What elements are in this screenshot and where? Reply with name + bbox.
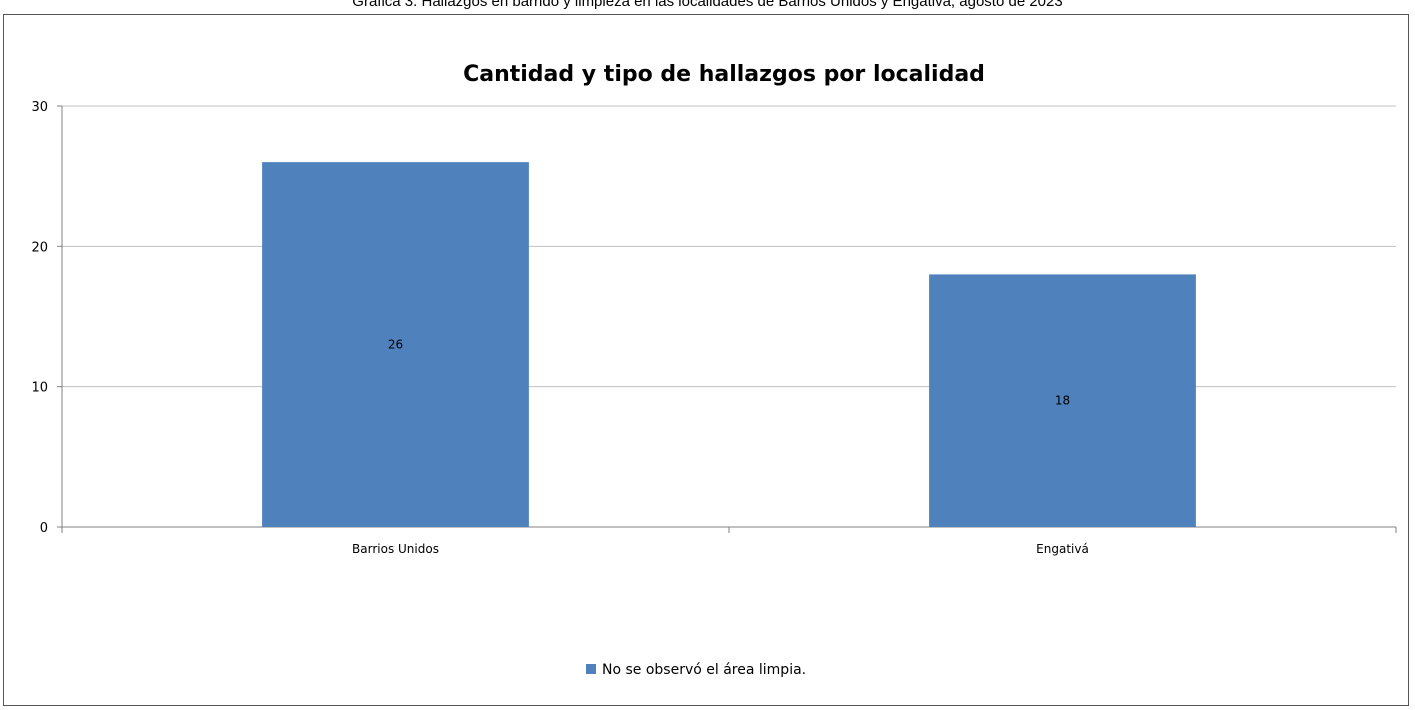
bars xyxy=(262,162,1196,527)
category-label: Engativá xyxy=(1036,542,1089,556)
y-tick-label: 30 xyxy=(31,100,48,115)
data-label: 26 xyxy=(388,338,403,352)
y-tick-label: 0 xyxy=(40,521,48,536)
bar-0 xyxy=(262,162,529,527)
legend-swatch xyxy=(586,664,596,674)
data-label: 18 xyxy=(1055,394,1070,408)
category-label: Barrios Unidos xyxy=(352,542,439,556)
y-tick-label: 20 xyxy=(31,240,48,255)
bar-1 xyxy=(929,274,1196,527)
figure-caption: Gráfica 3. Hallazgos en barrido y limpie… xyxy=(352,0,1063,10)
y-tick-label: 10 xyxy=(31,381,48,396)
legend-entry-label: No se observó el área limpia. xyxy=(602,662,806,678)
chart-title: Cantidad y tipo de hallazgos por localid… xyxy=(463,62,985,87)
labels: 26 Barrios Unidos 18 Engativá xyxy=(352,338,1089,556)
chart-frame xyxy=(3,14,1409,706)
legend: No se observó el área limpia. xyxy=(586,662,806,678)
